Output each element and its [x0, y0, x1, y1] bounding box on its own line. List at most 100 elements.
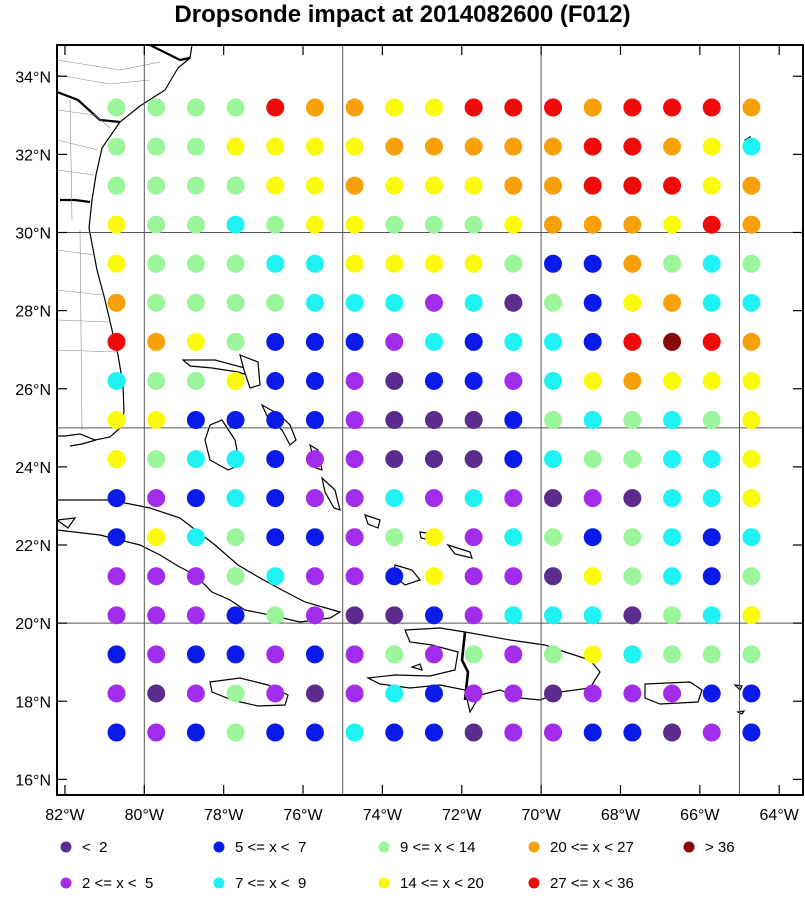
- impact-dot: [424, 176, 443, 195]
- impact-dot: [504, 371, 523, 390]
- impact-dot: [107, 137, 126, 156]
- impact-dot: [345, 293, 364, 312]
- impact-dot: [464, 528, 483, 547]
- impact-dot: [544, 567, 563, 586]
- impact-dot: [583, 215, 602, 234]
- impact-dot: [742, 293, 761, 312]
- impact-dot: [266, 684, 285, 703]
- legend-label: 9 <= x < 14: [400, 839, 475, 856]
- y-tick-label: 18°N: [15, 694, 51, 711]
- impact-dot: [544, 371, 563, 390]
- impact-dot: [504, 723, 523, 742]
- legend-swatch: [213, 877, 225, 889]
- impact-dot: [702, 332, 721, 351]
- state-borders: [57, 45, 470, 701]
- impact-dot: [623, 411, 642, 429]
- impact-dot: [504, 332, 523, 351]
- impact-dot: [424, 450, 443, 469]
- impact-dot: [623, 684, 642, 703]
- impact-dot: [147, 684, 166, 703]
- impact-dot: [186, 98, 205, 117]
- legend-swatch: [528, 841, 540, 853]
- impact-dot: [424, 332, 443, 351]
- impact-dot: [504, 606, 523, 625]
- impact-dot: [504, 411, 523, 429]
- impact-dot: [385, 645, 404, 664]
- us-mainland: [57, 45, 193, 441]
- impact-dot: [266, 137, 285, 156]
- impact-dot: [464, 254, 483, 273]
- y-tick-label: 20°N: [15, 616, 51, 633]
- impact-dot: [305, 567, 324, 586]
- impact-dot: [623, 450, 642, 469]
- impact-dot: [663, 567, 682, 586]
- impact-dot: [345, 684, 364, 703]
- impact-dot: [702, 411, 721, 429]
- impact-dot: [742, 450, 761, 469]
- impact-dot: [186, 489, 205, 508]
- impact-dot: [385, 489, 404, 508]
- impact-dot: [663, 528, 682, 547]
- impact-dot: [544, 489, 563, 508]
- impact-dot: [583, 371, 602, 390]
- impact-dot: [385, 332, 404, 351]
- border-sc-nc: [57, 90, 121, 124]
- x-tick-label: 74°W: [363, 807, 403, 824]
- impact-dot: [147, 176, 166, 195]
- impact-dot: [147, 723, 166, 742]
- impact-dot: [424, 98, 443, 117]
- impact-dot: [663, 684, 682, 703]
- legend-label: 20 <= x < 27: [550, 839, 634, 856]
- impact-dot: [583, 528, 602, 547]
- impact-dot: [663, 215, 682, 234]
- impact-dot: [147, 645, 166, 664]
- x-tick-label: 82°W: [45, 807, 85, 824]
- x-tick-label: 72°W: [442, 807, 482, 824]
- legend-label: 14 <= x < 20: [400, 875, 484, 892]
- impact-dot: [464, 98, 483, 117]
- impact-dot: [742, 215, 761, 234]
- impact-dot: [583, 137, 602, 156]
- impact-dot: [504, 215, 523, 234]
- impact-dot: [464, 450, 483, 469]
- cuba: [57, 499, 342, 623]
- impact-dot: [424, 137, 443, 156]
- impact-dot: [544, 606, 563, 625]
- impact-dot: [623, 98, 642, 117]
- impact-dot: [226, 567, 245, 586]
- y-tick-label: 26°N: [15, 382, 51, 399]
- impact-dot: [424, 567, 443, 586]
- impact-dot: [623, 176, 642, 195]
- impact-dot: [544, 645, 563, 664]
- legend: < 2 5 <= x < 7 9 <= x < 14 20 <= x < 27 > 36…: [60, 839, 735, 892]
- impact-dot: [385, 215, 404, 234]
- impact-dot: [424, 371, 443, 390]
- impact-dot: [623, 567, 642, 586]
- impact-dot: [424, 684, 443, 703]
- y-tick-label: 32°N: [15, 147, 51, 164]
- impact-dot: [107, 98, 126, 117]
- impact-dot: [305, 489, 324, 508]
- impact-dot: [663, 332, 682, 351]
- impact-dot: [305, 332, 324, 351]
- legend-label: > 36: [705, 839, 735, 856]
- impact-dot: [266, 215, 285, 234]
- impact-dot: [583, 684, 602, 703]
- impact-dot: [305, 450, 324, 469]
- impact-dot: [186, 176, 205, 195]
- legend-swatch: [378, 841, 390, 853]
- impact-dot: [544, 98, 563, 117]
- impact-dot: [147, 293, 166, 312]
- impact-dot: [107, 489, 126, 508]
- impact-dot: [226, 411, 245, 429]
- y-tick-label: 16°N: [15, 772, 51, 789]
- impact-dot: [702, 567, 721, 586]
- impact-dot: [702, 371, 721, 390]
- y-tick-label: 30°N: [15, 226, 51, 243]
- impact-dot: [226, 371, 245, 390]
- impact-dot: [266, 489, 285, 508]
- impact-dot: [583, 489, 602, 508]
- impact-dot: [583, 645, 602, 664]
- impact-dot: [186, 606, 205, 625]
- impact-dot: [424, 411, 443, 429]
